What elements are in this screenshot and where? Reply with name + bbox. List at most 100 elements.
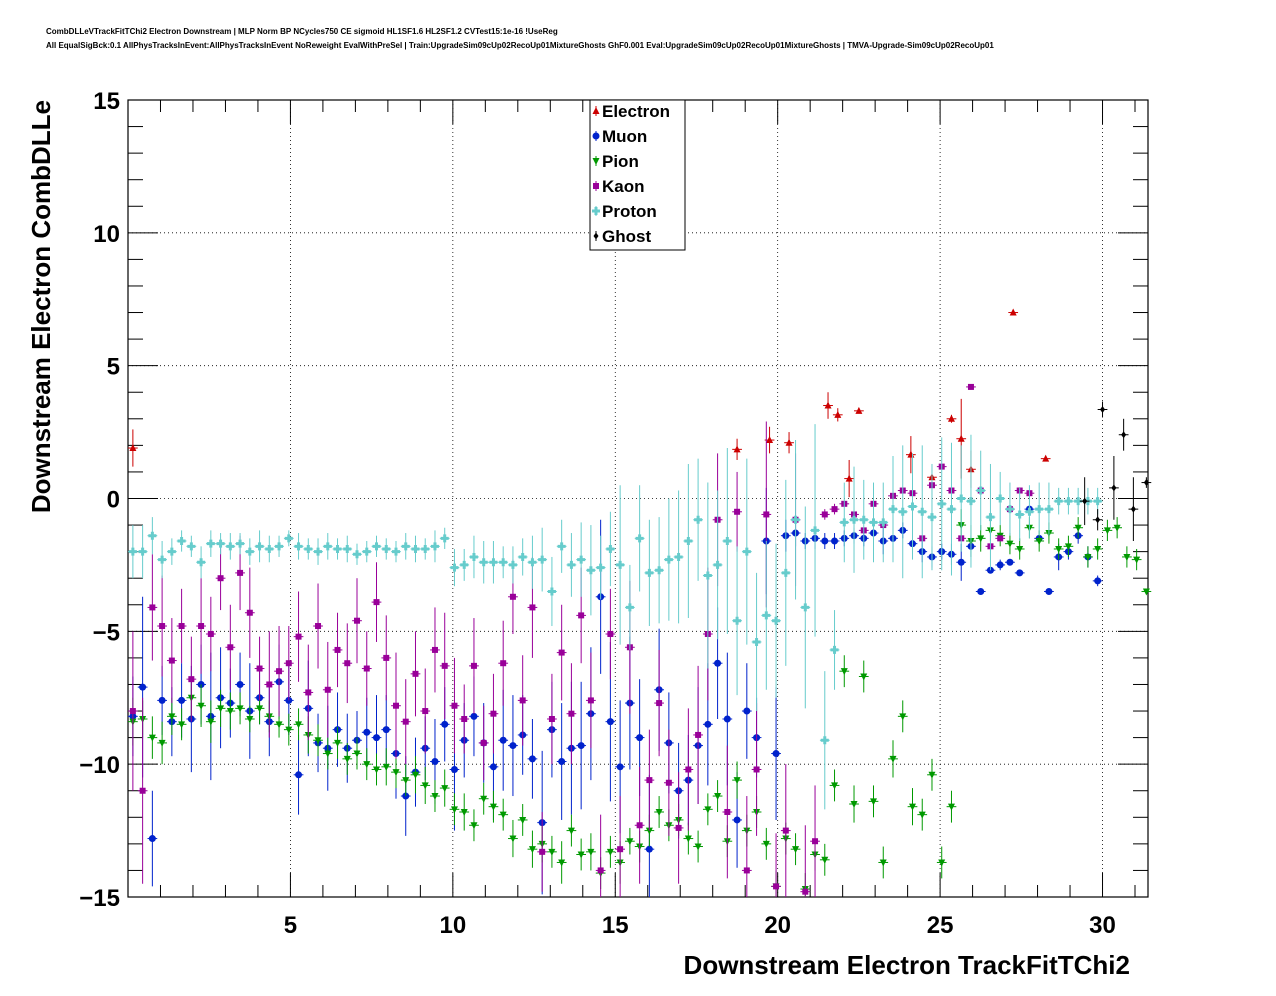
data-point	[1074, 497, 1083, 506]
data-point	[606, 848, 614, 856]
data-point	[422, 708, 429, 715]
data-point	[411, 771, 419, 779]
data-point	[899, 713, 907, 721]
data-point	[1016, 569, 1024, 577]
data-point	[577, 555, 586, 564]
data-point	[568, 710, 575, 717]
data-point	[548, 716, 555, 723]
data-point	[1084, 553, 1092, 561]
data-point	[1093, 497, 1102, 506]
data-point	[830, 645, 839, 654]
data-point	[255, 542, 264, 551]
data-point	[440, 534, 449, 543]
data-point	[411, 544, 420, 553]
data-point	[275, 721, 283, 729]
data-point	[353, 750, 361, 758]
data-point	[217, 705, 225, 713]
data-point	[539, 848, 546, 855]
data-point	[791, 515, 800, 524]
data-point	[616, 560, 625, 569]
data-point	[334, 739, 342, 747]
data-point	[508, 560, 517, 569]
data-point	[1055, 545, 1063, 553]
data-point	[509, 742, 517, 750]
data-point	[724, 808, 731, 815]
data-point	[373, 599, 380, 606]
data-point	[285, 726, 293, 734]
data-point	[617, 846, 624, 853]
data-point	[656, 700, 663, 707]
data-point	[314, 547, 323, 556]
data-point	[1042, 454, 1050, 462]
data-point	[441, 662, 448, 669]
data-point	[519, 816, 527, 824]
data-point	[548, 848, 556, 856]
data-point	[1121, 431, 1127, 439]
data-point	[538, 555, 547, 564]
data-point	[226, 542, 235, 551]
data-point	[743, 867, 750, 874]
data-point	[1005, 505, 1014, 514]
data-point	[616, 763, 624, 771]
data-point	[315, 623, 322, 630]
data-point	[684, 537, 693, 546]
data-point	[284, 534, 293, 543]
data-point	[392, 769, 400, 777]
data-point	[947, 505, 956, 514]
data-point	[1143, 479, 1149, 487]
data-point	[285, 660, 292, 667]
data-point	[139, 683, 147, 691]
data-point	[547, 587, 556, 596]
data-point	[636, 734, 644, 742]
data-point	[684, 835, 692, 843]
data-point	[889, 755, 897, 763]
data-point	[1111, 484, 1117, 492]
data-point	[898, 507, 907, 516]
data-point	[236, 705, 244, 713]
data-point	[256, 665, 263, 672]
data-point	[197, 702, 205, 710]
data-point	[664, 555, 673, 564]
data-point	[957, 558, 965, 566]
data-point	[645, 568, 654, 577]
data-point	[177, 537, 186, 546]
data-point	[870, 798, 878, 806]
data-point	[850, 515, 859, 524]
data-point	[655, 808, 663, 816]
data-point	[1082, 497, 1088, 505]
data-point	[149, 604, 156, 611]
data-point	[1133, 556, 1141, 564]
data-point	[986, 513, 995, 522]
data-point	[480, 795, 488, 803]
data-point	[997, 535, 1004, 542]
data-point	[781, 568, 790, 577]
data-point	[265, 544, 274, 553]
data-point	[158, 696, 166, 704]
data-point	[694, 515, 703, 524]
data-point	[1054, 497, 1063, 506]
data-point	[1044, 505, 1053, 514]
data-point	[1074, 524, 1082, 532]
data-point	[1035, 505, 1044, 514]
data-point	[908, 502, 917, 511]
data-point	[206, 539, 215, 548]
legend-box	[589, 99, 686, 251]
data-point	[431, 793, 439, 801]
data-point	[158, 739, 166, 747]
series-ghost	[1079, 401, 1152, 542]
data-point	[266, 681, 273, 688]
data-point	[772, 616, 781, 625]
data-point	[1015, 510, 1024, 519]
data-point	[785, 438, 793, 446]
data-point	[479, 558, 488, 567]
y-tick-label: 10	[93, 221, 120, 248]
data-point	[178, 623, 185, 630]
data-point	[1009, 308, 1017, 316]
y-axis-title: Downstream Electron CombDLLe	[26, 100, 56, 513]
data-point	[977, 535, 985, 543]
data-point	[908, 803, 916, 811]
data-point	[558, 758, 566, 766]
data-point	[1113, 524, 1121, 532]
data-point	[1094, 577, 1102, 585]
